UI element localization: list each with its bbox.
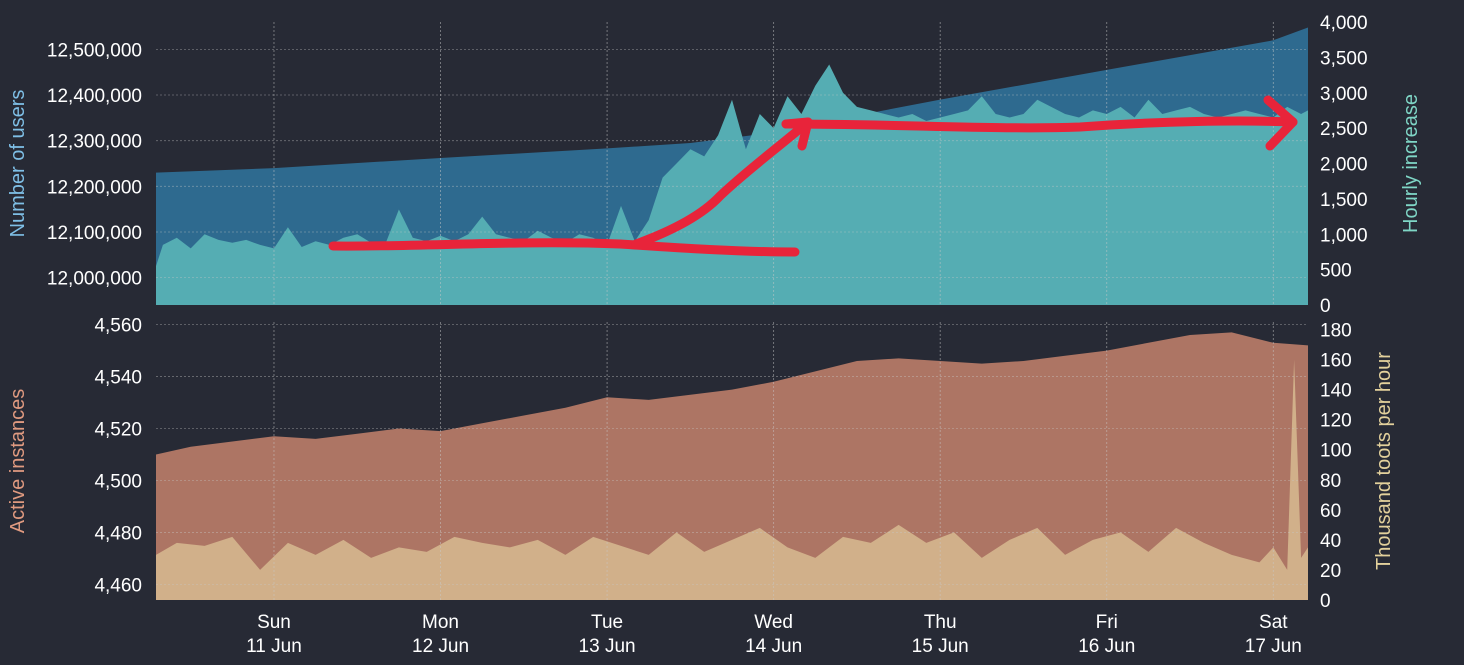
right-axis-label: Hourly increase <box>1400 94 1422 233</box>
right-tick-label: 40 <box>1320 531 1341 552</box>
right-tick-label: 100 <box>1320 441 1352 462</box>
right-tick-label: 20 <box>1320 561 1341 582</box>
x-tick-day: Thu <box>924 612 957 633</box>
right-tick-label: 4,000 <box>1320 13 1368 34</box>
right-tick-label: 500 <box>1320 261 1352 282</box>
annotation-baseline-stroke <box>328 238 800 257</box>
x-tick-date: 13 Jun <box>579 636 636 657</box>
left-tick-label: 12,200,000 <box>47 177 142 198</box>
right-tick-label: 120 <box>1320 411 1352 432</box>
left-tick-label: 4,480 <box>94 523 142 544</box>
left-tick-label: 12,000,000 <box>47 269 142 290</box>
right-tick-label: 2,500 <box>1320 119 1368 140</box>
left-tick-label: 4,500 <box>94 471 142 492</box>
x-tick-day: Wed <box>754 612 793 633</box>
left-axis-label: Number of users <box>7 90 29 238</box>
x-tick-day: Fri <box>1096 612 1118 633</box>
annotation-plateau-stroke <box>781 116 1298 133</box>
right-tick-label: 3,500 <box>1320 48 1368 69</box>
top-panel-users: 12,000,000 12,100,000 12,200,000 12,300,000… <box>7 13 1422 317</box>
left-axis-label: Active instances <box>7 389 29 534</box>
right-tick-label: 80 <box>1320 471 1341 492</box>
x-tick-date: 14 Jun <box>745 636 802 657</box>
x-tick-day: Tue <box>591 612 623 633</box>
annotation-rising-stroke <box>631 117 813 249</box>
x-tick-date: 17 Jun <box>1245 636 1302 657</box>
right-tick-label: 0 <box>1320 296 1331 317</box>
x-axis: Sun 11 Jun Mon 12 Jun Tue 13 Jun Wed 14 Jun Thu 1… <box>246 612 1302 657</box>
annotation-arrowhead-end <box>1263 95 1298 151</box>
right-tick-label: 180 <box>1320 321 1352 342</box>
x-tick-day: Sun <box>257 612 291 633</box>
right-tick-label: 60 <box>1320 501 1341 522</box>
annotation-overlay <box>328 95 1298 257</box>
left-tick-label: 4,560 <box>94 316 142 337</box>
left-tick-label: 4,460 <box>94 575 142 596</box>
left-tick-label: 12,500,000 <box>47 40 142 61</box>
x-tick-day: Sat <box>1259 612 1288 633</box>
left-tick-label: 12,300,000 <box>47 132 142 153</box>
bottom-panel-instances: 4,460 4,480 4,500 4,520 4,540 4,560 0 20 40 60 80 1… <box>7 316 1395 612</box>
right-tick-label: 2,000 <box>1320 155 1368 176</box>
x-tick-date: 11 Jun <box>246 636 302 657</box>
right-axis-label: Thousand toots per hour <box>1373 352 1395 570</box>
right-tick-label: 140 <box>1320 381 1352 402</box>
series-area-thousand-toots-per-hour <box>156 359 1308 600</box>
right-tick-label: 3,000 <box>1320 84 1368 105</box>
x-tick-date: 16 Jun <box>1078 636 1135 657</box>
left-tick-label: 4,540 <box>94 368 142 389</box>
right-tick-label: 160 <box>1320 351 1352 372</box>
x-tick-day: Mon <box>422 612 459 633</box>
series-area-active-instances <box>156 332 1308 600</box>
right-tick-label: 1,000 <box>1320 225 1368 246</box>
right-tick-label: 1,500 <box>1320 190 1368 211</box>
right-tick-label: 0 <box>1320 591 1331 612</box>
left-tick-label: 4,520 <box>94 420 142 441</box>
left-tick-label: 12,100,000 <box>47 223 142 244</box>
x-tick-date: 12 Jun <box>412 636 469 657</box>
left-tick-label: 12,400,000 <box>47 86 142 107</box>
x-tick-date: 15 Jun <box>912 636 969 657</box>
